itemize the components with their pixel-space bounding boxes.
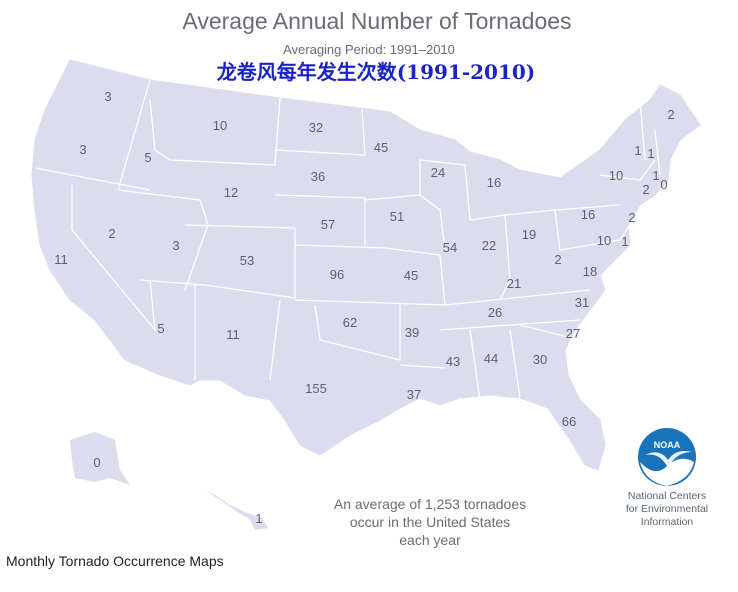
- state-count-wi: 24: [431, 165, 445, 180]
- state-count-nd: 32: [309, 120, 323, 135]
- average-note-line: An average of 1,253 tornadoes: [333, 496, 527, 512]
- state-count-co: 53: [240, 253, 254, 268]
- state-count-ma: 1: [652, 168, 659, 183]
- noaa-org-line: National Centers: [627, 490, 707, 502]
- noaa-logo: NOAA: [638, 428, 696, 486]
- us-map: NOAA 33115210123553113236579662155455145…: [31, 59, 701, 530]
- state-count-la: 37: [407, 387, 421, 402]
- noaa-org-name: National Centers for Environmental Infor…: [612, 490, 722, 529]
- state-count-de: 1: [621, 234, 628, 249]
- state-count-nc: 31: [575, 295, 589, 310]
- state-count-md: 10: [597, 233, 611, 248]
- state-count-ks: 96: [330, 267, 344, 282]
- state-count-nh: 1: [647, 146, 654, 161]
- state-count-nj: 2: [628, 210, 635, 225]
- map-subtitle-chinese: 龙卷风每年发生次数(1991-2010): [216, 60, 536, 84]
- state-count-ri: 0: [660, 177, 667, 192]
- state-count-or: 3: [79, 142, 86, 157]
- state-count-ca: 11: [54, 252, 68, 267]
- state-count-wy: 12: [224, 185, 238, 200]
- map-title: Average Annual Number of Tornadoes: [182, 8, 572, 34]
- state-count-vt: 1: [634, 143, 641, 158]
- state-count-in: 22: [482, 238, 496, 253]
- state-count-nv: 2: [108, 226, 115, 241]
- state-count-ut: 3: [172, 238, 179, 253]
- state-count-ms: 43: [446, 354, 460, 369]
- state-count-ok: 62: [343, 315, 357, 330]
- state-count-id: 5: [144, 150, 151, 165]
- state-count-oh: 19: [522, 227, 536, 242]
- noaa-org-line: Information: [640, 516, 694, 528]
- state-borders: [34, 79, 661, 401]
- state-count-wv: 2: [554, 252, 561, 267]
- state-count-sc: 27: [566, 326, 580, 341]
- noaa-logo-gull: [645, 451, 692, 468]
- average-note: An average of 1,253 tornadoes occur in t…: [320, 495, 540, 549]
- state-count-il: 54: [443, 240, 457, 255]
- state-count-ne: 57: [321, 217, 335, 232]
- alaska-landmass: [70, 432, 130, 485]
- average-note-line: occur in the United States: [349, 514, 511, 530]
- noaa-logo-wave: [640, 458, 694, 486]
- state-count-al: 44: [484, 351, 498, 366]
- state-count-ia: 51: [390, 209, 404, 224]
- state-count-sd: 36: [311, 169, 325, 184]
- state-count-wa: 3: [104, 89, 111, 104]
- noaa-org-line: for Environmental: [625, 503, 709, 515]
- state-count-tx: 155: [305, 381, 327, 396]
- state-count-ny: 10: [609, 168, 623, 183]
- state-count-labels: 3311521012355311323657966215545514539372…: [54, 89, 674, 526]
- state-count-ky: 21: [507, 276, 521, 291]
- state-count-mt: 10: [213, 118, 227, 133]
- state-count-mo: 45: [404, 268, 418, 283]
- state-count-ar: 39: [405, 325, 419, 340]
- noaa-logo-wordmark: NOAA: [654, 440, 681, 450]
- state-count-az: 5: [157, 321, 164, 336]
- state-count-va: 18: [583, 264, 597, 279]
- hawaii-landmass: [205, 490, 268, 530]
- state-count-tn: 26: [488, 305, 502, 320]
- state-count-ct: 2: [642, 182, 649, 197]
- state-count-me: 2: [667, 107, 674, 122]
- state-count-hi: 1: [255, 511, 262, 526]
- state-count-fl: 66: [562, 414, 576, 429]
- state-count-pa: 16: [581, 207, 595, 222]
- state-count-ga: 30: [533, 352, 547, 367]
- tornado-map-figure: NOAA 3 3 11 5 2 10 12 3 5 53 11 32 36 57 96 62 155 45 51 45…: [31, 8, 722, 549]
- map-subtitle: Averaging Period: 1991–2010: [283, 42, 455, 57]
- monthly-maps-caption[interactable]: Monthly Tornado Occurrence Maps: [6, 553, 224, 569]
- average-note-line: each year: [399, 532, 461, 548]
- state-count-mi: 16: [487, 175, 501, 190]
- state-count-ak: 0: [93, 455, 100, 470]
- state-count-nm: 11: [226, 327, 240, 342]
- state-count-mn: 45: [374, 140, 388, 155]
- contiguous-us-landmass: [31, 59, 701, 471]
